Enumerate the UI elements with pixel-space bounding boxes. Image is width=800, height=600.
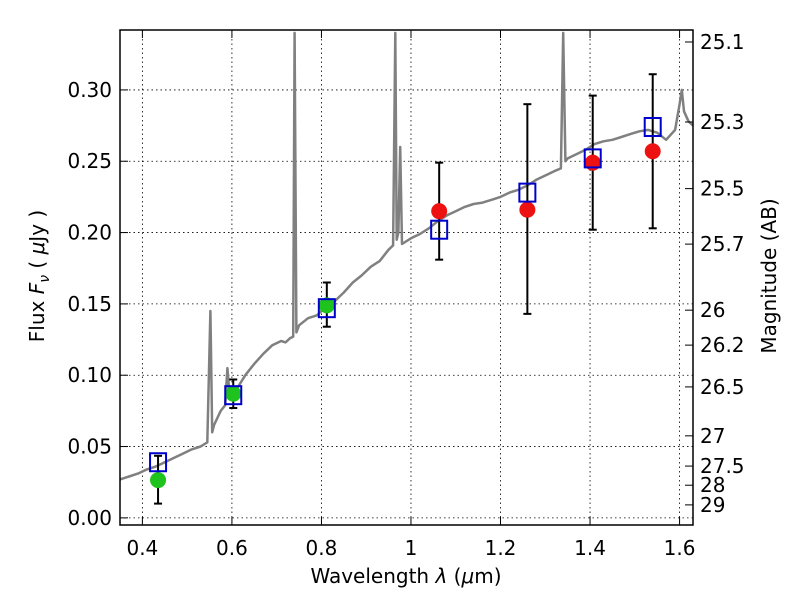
y-right-tick-label: 27 xyxy=(700,424,725,448)
y-right-tick-label: 26.5 xyxy=(700,375,745,399)
x-tick-label: 1.6 xyxy=(664,536,696,560)
y-tick-label: 0.15 xyxy=(67,292,112,316)
data-points xyxy=(149,117,662,489)
error-bars xyxy=(154,73,657,505)
data-point-circle xyxy=(519,201,536,218)
plot-border xyxy=(119,29,694,526)
y-right-tick-label: 25.7 xyxy=(700,232,745,256)
model-spectrum-line xyxy=(120,31,693,481)
x-tick-label: 1 xyxy=(405,536,418,560)
x-tick-label: 1.2 xyxy=(485,536,517,560)
y-right-tick-label: 27.5 xyxy=(700,454,745,478)
data-point-circle xyxy=(150,472,167,489)
model-point-square xyxy=(224,385,243,406)
data-point-circle xyxy=(644,143,661,160)
data-point-circle xyxy=(225,385,242,402)
model-point-square xyxy=(317,298,336,319)
x-tick-label: 0.8 xyxy=(306,536,338,560)
y-right-tick-label: 25.3 xyxy=(700,110,745,134)
model-point-square xyxy=(430,219,449,240)
x-axis-title: Wavelength λ (μm) xyxy=(310,564,501,588)
model-point-square xyxy=(518,182,537,203)
y-tick-label: 0.10 xyxy=(67,363,112,387)
x-tick-label: 0.4 xyxy=(126,536,158,560)
x-tick-label: 1.4 xyxy=(574,536,606,560)
y-axis-title: Flux Fν ( μJy ) xyxy=(25,210,53,342)
y-right-tick-label: 29 xyxy=(700,493,725,517)
data-point-circle xyxy=(431,203,448,220)
y-tick-label: 0.20 xyxy=(67,221,112,245)
y-tick-label: 0.30 xyxy=(67,78,112,102)
model-point-square xyxy=(583,148,602,169)
y-right-tick-label: 28 xyxy=(700,473,725,497)
y-right-tick-label: 25.5 xyxy=(700,177,745,201)
y-axis-right-title: Magnitude (AB) xyxy=(757,198,781,353)
y-right-tick-label: 25.1 xyxy=(700,30,745,54)
data-point-circle xyxy=(318,297,335,314)
model-point-square xyxy=(149,452,168,473)
axis-ticks: 0.4 0.6 0.8 1 1.2 1.4 1.6 0.00 0.05 0.10 0.15 0.20 0… xyxy=(67,30,744,560)
plot-frame xyxy=(119,29,694,526)
y-tick-label: 0.05 xyxy=(67,435,112,459)
model-spectrum xyxy=(120,31,693,481)
y-tick-label: 0.00 xyxy=(67,506,112,530)
model-point-square xyxy=(643,117,662,138)
y-right-tick-label: 26.2 xyxy=(700,333,745,357)
y-tick-label: 0.25 xyxy=(67,149,112,173)
x-tick-label: 0.6 xyxy=(216,536,248,560)
y-right-tick-label: 26 xyxy=(700,298,725,322)
grid xyxy=(120,30,693,525)
